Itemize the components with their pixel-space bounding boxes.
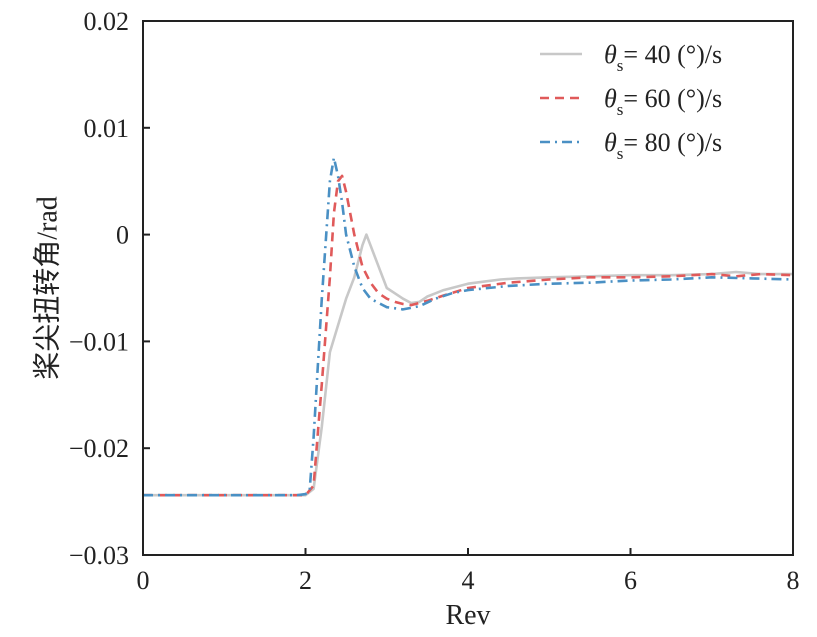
- y-tick-label: 0: [116, 221, 129, 250]
- y-tick-label: −0.01: [69, 327, 129, 356]
- ticks-layer: 0 2 4 6 8 0.02 0.01 0 −0.01 −0.02 −0.03: [69, 7, 800, 595]
- legend-label-1: θs= 40 (°)/s: [604, 40, 722, 75]
- x-tick-label: 2: [299, 566, 312, 595]
- y-tick-label: −0.03: [69, 541, 129, 570]
- legend-label-3: θs= 80 (°)/s: [604, 128, 722, 163]
- series-line-3: [143, 156, 794, 497]
- x-tick-label: 4: [462, 566, 475, 595]
- x-axis-title: Rev: [445, 600, 490, 631]
- series-line-1: [143, 233, 793, 497]
- x-tick-label: 8: [787, 566, 800, 595]
- legend-label-2: θs= 60 (°)/s: [604, 84, 722, 119]
- legend: θs= 40 (°)/s θs= 60 (°)/s θs= 80 (°)/s: [540, 40, 722, 163]
- series-line-2: [143, 174, 794, 497]
- x-tick-label: 0: [137, 566, 150, 595]
- y-tick-label: 0.02: [84, 7, 130, 36]
- x-tick-label: 6: [624, 566, 637, 595]
- y-axis-title: 桨尖扭转角/rad: [31, 196, 63, 380]
- series-layer: [143, 156, 794, 497]
- y-tick-label: −0.02: [69, 434, 129, 463]
- y-tick-label: 0.01: [84, 114, 130, 143]
